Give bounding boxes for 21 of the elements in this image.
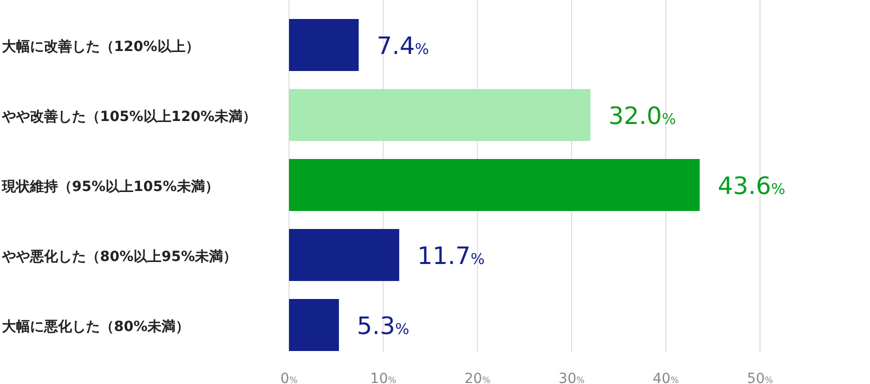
x-tick-label: 40%: [652, 371, 679, 384]
bar: [289, 229, 400, 281]
bar: [289, 159, 700, 211]
data-label: 43.6%: [718, 172, 786, 200]
x-tick-label: 50%: [746, 371, 774, 384]
x-tick-label: 0%: [280, 371, 298, 384]
x-tick-label: 10%: [370, 371, 396, 384]
y-tick-label: 大幅に改善した（120%以上）: [2, 38, 200, 55]
bar: [289, 299, 339, 351]
y-tick-label: 現状維持（95%以上105%未満）: [1, 179, 219, 195]
y-tick-label: やや悪化した（80%以上95%未満）: [1, 249, 238, 265]
y-tick-label: 大幅に悪化した（80%未満）: [2, 319, 190, 335]
bar: [289, 19, 359, 71]
x-tick-label: 30%: [558, 371, 585, 384]
data-label: 11.7%: [417, 242, 485, 270]
bar: [289, 89, 590, 141]
data-label: 32.0%: [608, 102, 676, 130]
data-label: 7.4%: [376, 32, 430, 60]
y-tick-label: やや改善した（105%以上120%未満）: [1, 108, 257, 125]
x-tick-label: 20%: [464, 371, 490, 384]
data-label: 5.3%: [356, 312, 410, 340]
